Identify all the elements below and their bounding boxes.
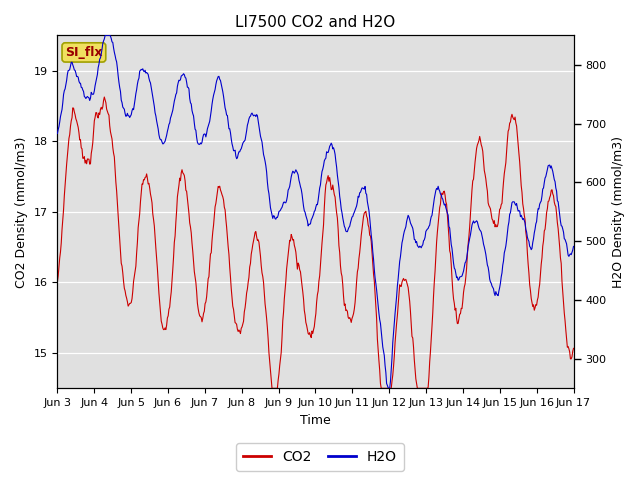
Y-axis label: H2O Density (mmol/m3): H2O Density (mmol/m3) bbox=[612, 136, 625, 288]
Legend: CO2, H2O: CO2, H2O bbox=[236, 443, 404, 471]
X-axis label: Time: Time bbox=[300, 414, 331, 427]
Y-axis label: CO2 Density (mmol/m3): CO2 Density (mmol/m3) bbox=[15, 136, 28, 288]
Text: SI_flx: SI_flx bbox=[65, 46, 102, 59]
Title: LI7500 CO2 and H2O: LI7500 CO2 and H2O bbox=[236, 15, 396, 30]
